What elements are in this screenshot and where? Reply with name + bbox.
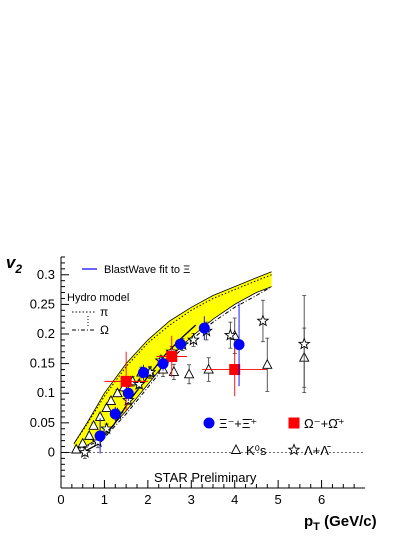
x-axis-label: pT (GeV/c) — [304, 513, 377, 533]
star-data-point — [223, 328, 237, 341]
star-preliminary-label: STAR Preliminary — [154, 470, 257, 485]
triangle-data-point — [203, 363, 214, 374]
star-data-point — [78, 445, 92, 458]
x-tick-label: 1 — [101, 492, 108, 507]
star-data-point — [100, 422, 114, 435]
y-tick-label: 0.05 — [30, 415, 55, 430]
data-points — [70, 295, 311, 459]
legend-square-marker — [288, 417, 300, 429]
square-data-point — [229, 364, 241, 376]
x-tick-label: 3 — [188, 492, 195, 507]
hydro-omega-curve — [73, 286, 272, 452]
circle-data-point — [138, 367, 150, 378]
triangle-data-point — [168, 365, 180, 376]
y-tick-label: 0 — [48, 444, 55, 459]
triangle-data-point — [101, 402, 112, 412]
x-tick-label: 5 — [275, 492, 282, 507]
hydro-omega-label: Ω — [100, 323, 109, 337]
triangle-data-point — [262, 358, 273, 369]
y-tick-label: 0.1 — [37, 385, 55, 400]
x-tick-label: 2 — [144, 492, 151, 507]
legend-circle-label: Ξ⁻+Ξ̄⁺ — [219, 416, 257, 431]
star-data-point — [256, 314, 270, 327]
triangle-data-point — [105, 394, 117, 405]
triangle-data-point — [88, 419, 99, 430]
circle-data-point — [94, 430, 106, 442]
triangle-data-point — [183, 368, 195, 379]
y-axis-label: v2 — [6, 253, 22, 276]
legend-star-marker — [287, 443, 301, 456]
circle-data-point — [122, 387, 134, 399]
square-data-point — [166, 351, 178, 363]
blastwave-label: BlastWave fit to Ξ — [104, 264, 190, 276]
star-data-point — [297, 337, 311, 350]
triangle-data-point — [77, 437, 88, 448]
circle-data-point — [174, 338, 186, 350]
hydro-pi-curve — [73, 274, 272, 444]
y-tick-label: 0.3 — [37, 267, 55, 282]
circle-data-point — [233, 339, 245, 351]
circle-data-point — [109, 408, 121, 420]
circle-data-point — [198, 322, 210, 334]
triangle-data-point — [112, 387, 123, 398]
star-data-point — [132, 377, 146, 390]
legend: Ξ⁻+Ξ̄⁺ Ω⁻+Ω̄⁺ K⁰s Λ+Λ̄ — [72, 268, 345, 458]
circle-data-point — [157, 358, 169, 370]
hydro-model-label: Hydro model — [67, 292, 129, 304]
y-tick-label: 0.15 — [30, 356, 55, 371]
axis-ticks: 0 1 2 3 4 5 6 0 0.05 0.1 0.15 0.2 0.25 0.3 — [30, 256, 355, 507]
triangle-data-point — [70, 443, 82, 454]
legend-triangle-marker — [230, 444, 242, 454]
legend-square-label: Ω⁻+Ω̄⁺ — [304, 416, 345, 431]
triangle-data-point — [83, 429, 95, 440]
hydro-band-upper-edge — [73, 271, 272, 444]
x-tick-label: 4 — [231, 492, 238, 507]
star-data-point — [186, 333, 200, 346]
x-tick-label: 0 — [57, 492, 64, 507]
y-tick-label: 0.25 — [30, 296, 55, 311]
hydro-pi-label: π — [100, 305, 108, 319]
legend-triangle-label: K⁰s — [246, 443, 267, 458]
legend-star-label: Λ+Λ̄ — [304, 443, 331, 458]
y-tick-label: 0.2 — [37, 326, 55, 341]
square-data-point — [120, 375, 132, 387]
x-tick-label: 6 — [318, 492, 325, 507]
hydro-band-fill — [74, 271, 272, 450]
legend-circle-marker — [203, 417, 215, 429]
